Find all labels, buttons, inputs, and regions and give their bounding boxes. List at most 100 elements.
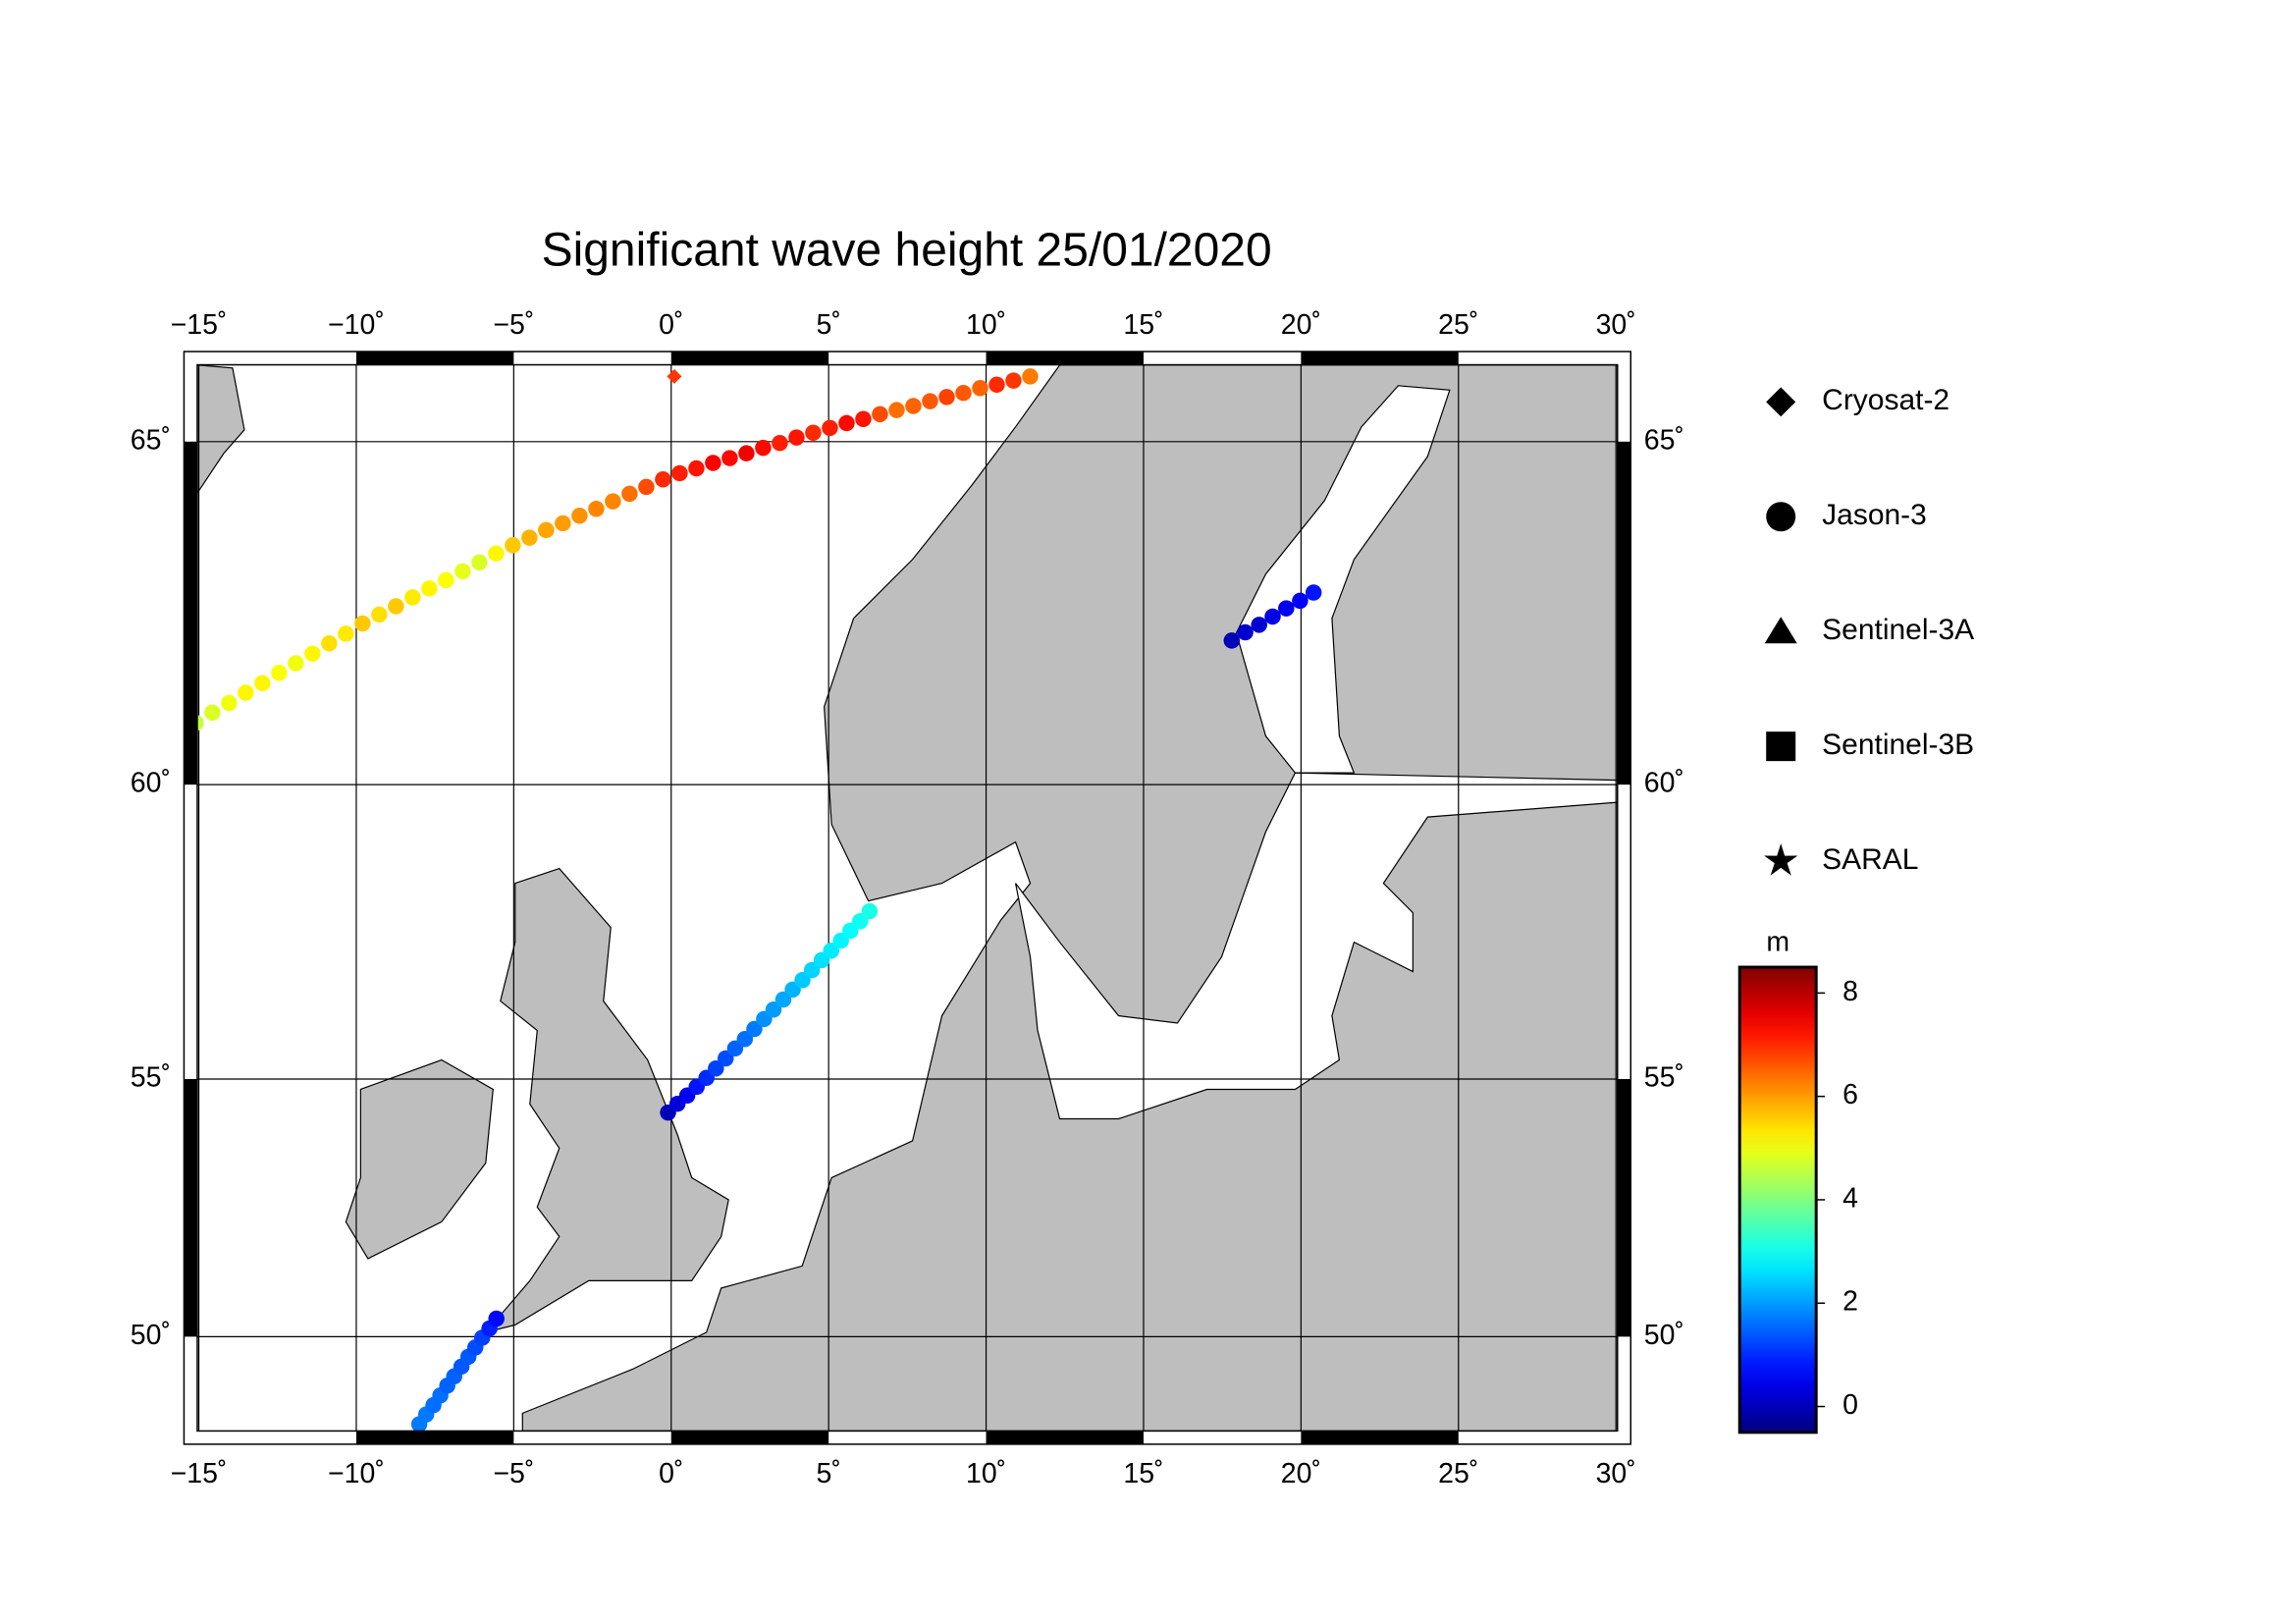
data-point <box>988 376 1005 394</box>
colorbar: m 0 2 4 6 8 <box>1737 927 1858 1434</box>
data-point <box>471 554 488 571</box>
data-point <box>404 589 421 606</box>
marks-layer <box>187 368 1322 1433</box>
data-point <box>588 501 605 517</box>
data-point <box>861 902 879 920</box>
frame-bar <box>1617 1079 1631 1337</box>
x-tick-label: 25˚ <box>1438 1458 1478 1489</box>
data-point <box>1237 623 1254 641</box>
frame-bar <box>670 352 829 365</box>
x-tick-label: 20˚ <box>1281 1458 1321 1489</box>
y-tick-label: 60˚ <box>131 768 171 799</box>
colorbar-tick-label: 4 <box>1842 1182 1858 1214</box>
data-point <box>905 398 922 414</box>
frame-bar <box>355 352 514 365</box>
legend-label: Sentinel-3A <box>1822 614 1974 646</box>
x-tick-label: −5˚ <box>493 309 534 341</box>
data-point <box>838 414 855 432</box>
data-point <box>521 529 538 546</box>
data-point <box>805 424 822 441</box>
legend-marker <box>1764 843 1798 876</box>
data-point <box>371 606 388 623</box>
data-point <box>271 665 288 681</box>
data-point <box>922 393 938 409</box>
data-point <box>667 368 682 384</box>
data-point <box>421 580 438 597</box>
data-point <box>254 675 271 691</box>
legend-label: Jason-3 <box>1822 499 1927 531</box>
y-tick-label: 50˚ <box>131 1320 171 1351</box>
data-point <box>454 563 471 580</box>
data-point <box>538 521 555 539</box>
y-tick-label: 55˚ <box>131 1062 171 1094</box>
colorbar-tick-label: 2 <box>1842 1286 1858 1318</box>
data-point <box>1305 584 1322 601</box>
map-border <box>196 363 1619 1433</box>
legend-marker <box>1766 502 1796 532</box>
data-point <box>571 508 588 524</box>
colorbar-gradient <box>1737 965 1818 1434</box>
map-frame <box>183 351 1632 1445</box>
colorbar-label: m <box>1766 927 1789 958</box>
x-tick-label: 0˚ <box>659 1458 683 1489</box>
colorbar-tick-label: 6 <box>1842 1079 1858 1110</box>
y-tick-label: 65˚ <box>1644 424 1684 456</box>
frame-bar <box>355 1431 514 1444</box>
data-point <box>772 434 788 452</box>
data-point <box>1022 368 1039 385</box>
data-point <box>823 943 839 959</box>
data-point <box>1223 632 1241 649</box>
data-point <box>204 704 221 722</box>
frame-bar <box>184 1079 197 1337</box>
x-tick-label: 10˚ <box>966 309 1006 341</box>
x-tick-label: 15˚ <box>1123 1458 1163 1489</box>
legend-label: SARAL <box>1822 843 1918 876</box>
data-point <box>488 545 505 562</box>
data-point <box>221 694 238 712</box>
data-point <box>738 445 755 461</box>
data-point <box>688 460 705 477</box>
frame-layer <box>183 351 1632 1445</box>
data-point <box>555 514 571 532</box>
gulf-of-bothnia <box>1235 385 1451 774</box>
x-tick-label: 0˚ <box>659 309 683 341</box>
data-point <box>955 384 972 402</box>
colorbar-tick-label: 0 <box>1842 1389 1858 1421</box>
data-point <box>1005 372 1022 389</box>
x-tick-label: 5˚ <box>816 1458 840 1489</box>
land-layer <box>196 364 1618 1432</box>
data-point <box>705 455 721 471</box>
data-point <box>972 380 988 397</box>
x-tick-label: −15˚ <box>171 309 228 341</box>
frame-bar <box>986 1431 1144 1444</box>
data-point <box>872 406 888 423</box>
data-point <box>621 485 638 503</box>
x-tick-label: 15˚ <box>1123 309 1163 341</box>
data-point <box>438 571 454 589</box>
y-tick-label: 65˚ <box>131 424 171 456</box>
legend-marker <box>1766 731 1796 762</box>
data-point <box>755 439 772 457</box>
great-britain <box>484 867 729 1333</box>
x-tick-label: 30˚ <box>1596 309 1636 341</box>
y-tick-label: 55˚ <box>1644 1062 1684 1094</box>
data-point <box>1278 600 1295 617</box>
data-point <box>1251 617 1267 633</box>
data-point <box>354 615 371 632</box>
frame-bar <box>184 441 197 785</box>
data-point <box>321 634 338 652</box>
data-point <box>1292 592 1308 610</box>
colorbar-tick-label: 8 <box>1842 976 1858 1007</box>
data-point <box>338 625 354 642</box>
data-point <box>746 1020 763 1038</box>
x-tick-label: −5˚ <box>493 1458 534 1489</box>
data-point <box>822 419 838 437</box>
data-point <box>938 389 955 406</box>
data-point <box>638 478 655 496</box>
chart-title: Significant wave height 25/01/2020 <box>542 225 1272 277</box>
data-point <box>304 645 321 662</box>
frame-bar <box>1301 1431 1459 1444</box>
x-tick-label: 25˚ <box>1438 309 1478 341</box>
